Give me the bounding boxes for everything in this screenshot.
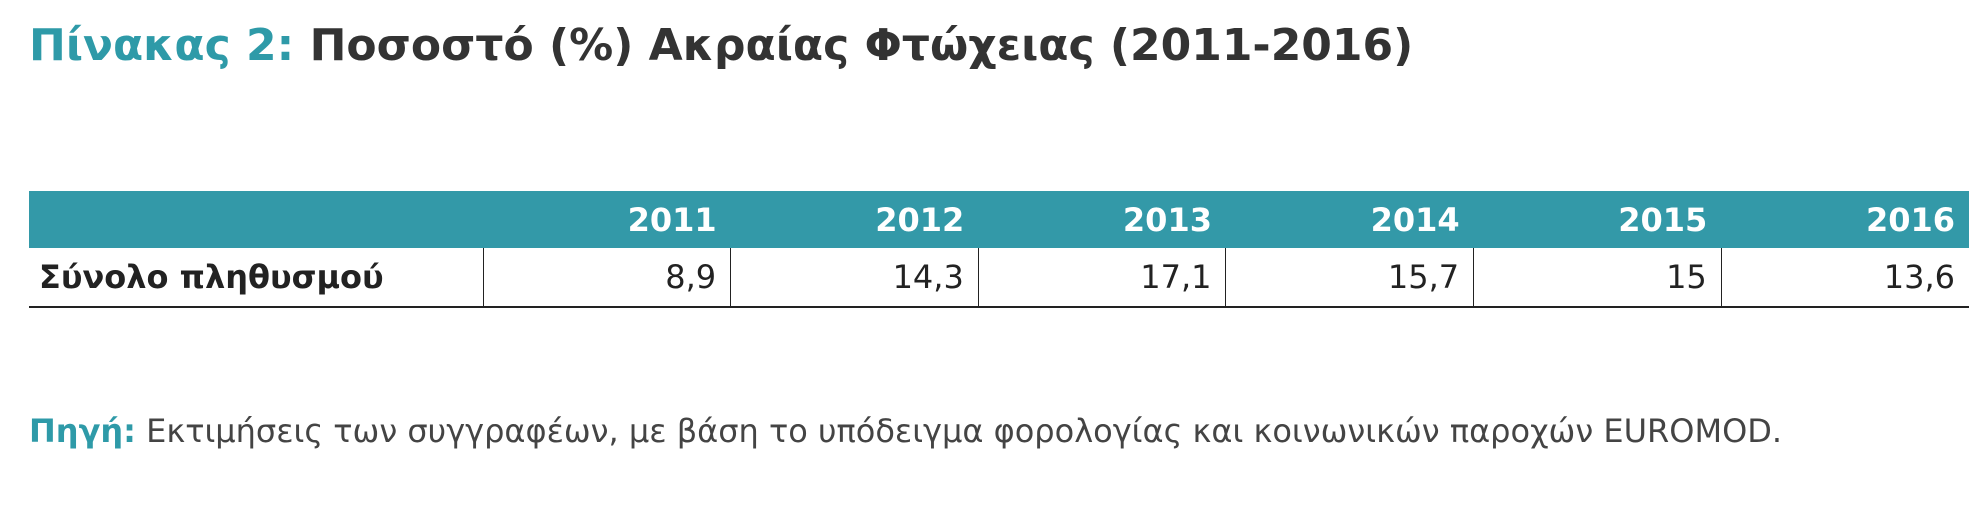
cell: 14,3 — [730, 248, 979, 308]
header-cell: 2011 — [483, 191, 731, 248]
source-text: Εκτιμήσεις των συγγραφέων, με βάση το υπ… — [146, 412, 1783, 450]
header-cell: 2016 — [1721, 191, 1969, 248]
table-row: Σύνολο πληθυσμού 8,9 14,3 17,1 15,7 15 13,6 — [29, 248, 1969, 308]
header-cell: 2015 — [1473, 191, 1722, 248]
cell: 13,6 — [1720, 248, 1969, 308]
title-label: Πίνακας 2: — [29, 20, 295, 71]
header-row: 2011 2012 2013 2014 2015 2016 — [29, 191, 1969, 248]
header-cell: 2013 — [978, 191, 1226, 248]
table-body: Σύνολο πληθυσμού 8,9 14,3 17,1 15,7 15 13,6 — [29, 248, 1969, 308]
cell: 17,1 — [977, 248, 1226, 308]
header-cell: 2014 — [1225, 191, 1474, 248]
header-corner — [29, 191, 483, 248]
row-label: Σύνολο πληθυσμού — [29, 248, 483, 308]
source: Πηγή: Εκτιμήσεις των συγγραφέων, με βάση… — [29, 412, 1782, 450]
title-text: Ποσοστό (%) Ακραίας Φτώχειας (2011-2016) — [309, 20, 1414, 71]
cell: 15 — [1473, 248, 1722, 308]
table: 2011 2012 2013 2014 2015 2016 Σύνολο πληθυσμο… — [29, 191, 1969, 308]
cell: 15,7 — [1225, 248, 1474, 308]
source-label: Πηγή: — [29, 412, 136, 450]
header-cell: 2012 — [730, 191, 979, 248]
cell: 8,9 — [482, 248, 731, 308]
title: Πίνακας 2: Ποσοστό (%) Ακραίας Φτώχειας … — [29, 20, 1413, 71]
